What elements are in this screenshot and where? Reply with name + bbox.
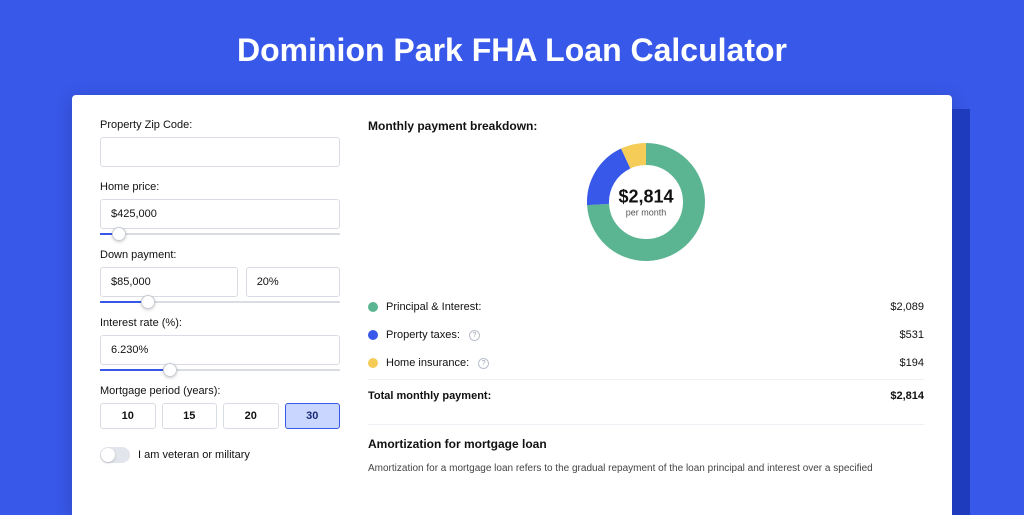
veteran-toggle-row: I am veteran or military — [100, 447, 340, 463]
home-price-label: Home price: — [100, 181, 340, 193]
down-payment-input[interactable] — [100, 267, 238, 297]
info-icon[interactable]: ? — [469, 330, 480, 341]
info-icon[interactable]: ? — [478, 358, 489, 369]
period-button-30[interactable]: 30 — [285, 403, 341, 429]
breakdown-label: Principal & Interest: — [386, 301, 481, 313]
breakdown-amount: $531 — [900, 329, 924, 341]
donut-slice-home_insurance — [626, 154, 646, 158]
zip-label: Property Zip Code: — [100, 119, 340, 131]
amortization-text: Amortization for a mortgage loan refers … — [368, 461, 924, 476]
down-payment-percent-input[interactable] — [246, 267, 340, 297]
interest-label: Interest rate (%): — [100, 317, 340, 329]
veteran-toggle-label: I am veteran or military — [138, 449, 250, 461]
home-price-input[interactable] — [100, 199, 340, 229]
toggle-knob — [101, 448, 115, 462]
donut-chart: $2,814 per month — [368, 143, 924, 273]
field-home-price: Home price: — [100, 181, 340, 235]
page-title: Dominion Park FHA Loan Calculator — [0, 0, 1024, 95]
field-mortgage-period: Mortgage period (years): 10152030 — [100, 385, 340, 429]
total-amount: $2,814 — [890, 390, 924, 402]
breakdown-row: Home insurance:? $194 — [368, 349, 924, 377]
breakdown-amount: $194 — [900, 357, 924, 369]
breakdown-amount: $2,089 — [890, 301, 924, 313]
down-payment-slider[interactable] — [100, 301, 340, 303]
calculator-card: Property Zip Code: Home price: Down paym… — [72, 95, 952, 515]
slider-thumb[interactable] — [141, 295, 155, 309]
card-shadow-strip — [952, 109, 970, 515]
field-zip: Property Zip Code: — [100, 119, 340, 167]
legend-dot — [368, 330, 378, 340]
amortization-section: Amortization for mortgage loan Amortizat… — [368, 424, 924, 476]
form-panel: Property Zip Code: Home price: Down paym… — [100, 119, 340, 515]
slider-thumb[interactable] — [112, 227, 126, 241]
interest-input[interactable] — [100, 335, 340, 365]
breakdown-label: Property taxes: — [386, 329, 460, 341]
donut-subtext: per month — [618, 208, 673, 218]
interest-slider[interactable] — [100, 369, 340, 371]
home-price-slider[interactable] — [100, 233, 340, 235]
breakdown-row: Principal & Interest: $2,089 — [368, 293, 924, 321]
period-button-10[interactable]: 10 — [100, 403, 156, 429]
donut-amount: $2,814 — [618, 187, 673, 208]
zip-input[interactable] — [100, 137, 340, 167]
field-interest-rate: Interest rate (%): — [100, 317, 340, 371]
veteran-toggle[interactable] — [100, 447, 130, 463]
slider-thumb[interactable] — [163, 363, 177, 377]
breakdown-total-row: Total monthly payment: $2,814 — [368, 379, 924, 410]
field-down-payment: Down payment: — [100, 249, 340, 303]
legend-dot — [368, 302, 378, 312]
breakdown-title: Monthly payment breakdown: — [368, 119, 924, 133]
period-button-15[interactable]: 15 — [162, 403, 218, 429]
breakdown-row: Property taxes:? $531 — [368, 321, 924, 349]
breakdown-label: Home insurance: — [386, 357, 469, 369]
period-button-20[interactable]: 20 — [223, 403, 279, 429]
amortization-title: Amortization for mortgage loan — [368, 437, 924, 451]
breakdown-list: Principal & Interest: $2,089 Property taxe… — [368, 293, 924, 377]
legend-dot — [368, 358, 378, 368]
down-payment-label: Down payment: — [100, 249, 340, 261]
total-label: Total monthly payment: — [368, 390, 491, 402]
period-label: Mortgage period (years): — [100, 385, 340, 397]
breakdown-panel: Monthly payment breakdown: $2,814 per mo… — [368, 119, 924, 515]
